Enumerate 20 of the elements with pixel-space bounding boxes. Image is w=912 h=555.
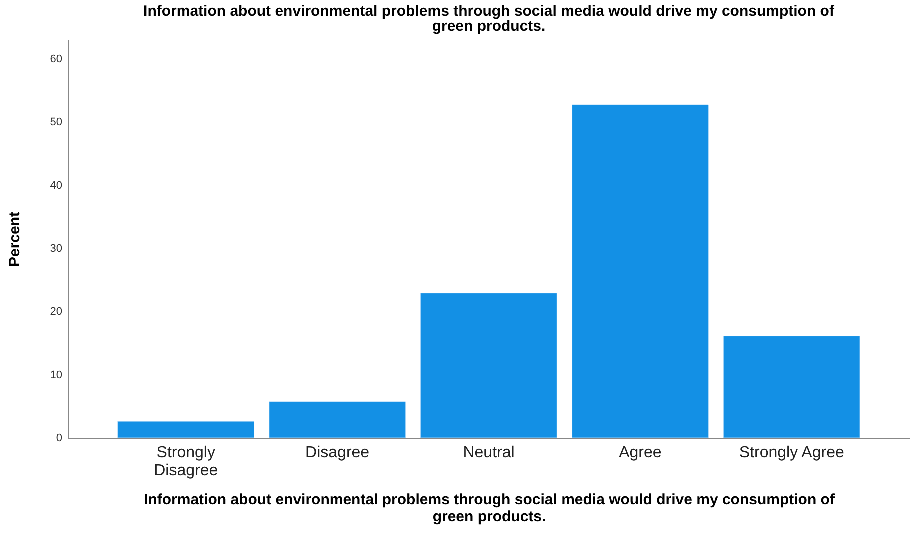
x-tick-label: Strongly Agree — [739, 444, 844, 462]
y-tick-label: 50 — [50, 116, 62, 129]
x-tick-label: Neutral — [463, 444, 515, 462]
y-tick-label: 0 — [56, 432, 62, 444]
x-axis-title: Information about environmental problems through social media would drive my consumption of green products. — [144, 492, 836, 526]
x-tick-label: Agree — [619, 444, 662, 462]
bar — [269, 402, 406, 438]
bar — [420, 293, 558, 438]
y-tick-label: 30 — [50, 242, 62, 255]
y-tick-label: 10 — [50, 369, 62, 382]
bar — [572, 104, 709, 438]
x-tick-label: Strongly Disagree — [154, 444, 218, 480]
x-tick-label: Disagree — [306, 444, 370, 462]
y-tick-label: 40 — [50, 180, 62, 192]
y-tick-label: 60 — [50, 53, 62, 66]
bar — [118, 421, 255, 438]
chart-title: Information about environmental problems through social media would drive my consumption of green products. — [144, 3, 836, 35]
y-tick-label: 20 — [50, 306, 62, 318]
y-axis-title: Percent — [6, 212, 24, 268]
bar — [723, 336, 860, 438]
